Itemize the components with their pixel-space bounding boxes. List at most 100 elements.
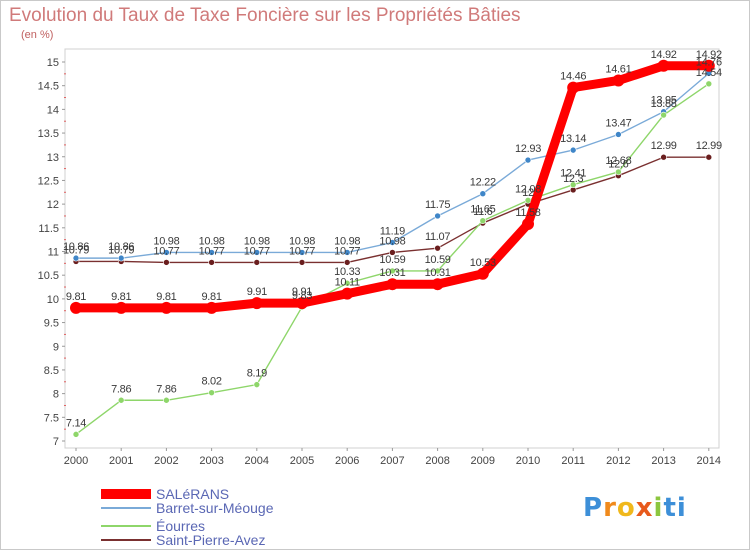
data-label: 10.53 xyxy=(470,257,496,269)
data-point xyxy=(160,301,173,314)
data-point xyxy=(341,287,354,300)
data-point xyxy=(615,168,622,176)
data-label: 13.14 xyxy=(560,133,586,145)
data-label: 10.86 xyxy=(63,241,89,253)
data-label: 13.88 xyxy=(651,98,677,110)
data-label: 9.83 xyxy=(292,290,312,302)
data-point xyxy=(343,249,351,256)
data-point xyxy=(253,381,261,388)
data-label: 11.65 xyxy=(470,204,495,216)
data-label: 12.3 xyxy=(563,173,583,185)
data-label: 12 xyxy=(522,187,534,199)
data-label: 8.02 xyxy=(201,376,221,388)
y-tick-label: 15 xyxy=(47,57,59,69)
x-tick-label: 2014 xyxy=(697,455,721,467)
data-point xyxy=(343,259,351,266)
data-label: 13.47 xyxy=(605,117,631,129)
y-tick-label: 7.5 xyxy=(44,412,59,424)
x-tick-label: 2013 xyxy=(651,455,675,467)
x-tick-label: 2002 xyxy=(154,455,178,467)
y-tick-label: 9 xyxy=(53,341,59,353)
x-tick-label: 2001 xyxy=(109,455,133,467)
data-label: 10.31 xyxy=(425,267,451,279)
data-label: 10.77 xyxy=(199,245,225,257)
data-label: 14.92 xyxy=(696,49,722,61)
data-point xyxy=(389,267,396,275)
x-tick-label: 2000 xyxy=(64,455,88,467)
data-point xyxy=(115,301,128,314)
legend-label-saint-pierre: Saint-Pierre-Avez xyxy=(156,532,266,548)
legend-label-eourres: Éourres xyxy=(156,518,206,534)
legend-swatch-barret xyxy=(101,507,151,509)
data-label: 11.58 xyxy=(515,207,540,219)
legend-swatch-salerans xyxy=(101,489,151,499)
data-point xyxy=(476,267,489,280)
data-label: 10.11 xyxy=(335,277,360,289)
data-label: 10.79 xyxy=(63,244,89,256)
y-axis-unit: (en %) xyxy=(21,29,54,41)
logo-letter: o xyxy=(616,493,636,523)
data-label: 7.86 xyxy=(111,383,131,395)
data-label: 9.81 xyxy=(201,291,221,303)
data-label: 10.98 xyxy=(199,235,225,247)
y-tick-label: 11.5 xyxy=(38,223,59,235)
chart-title: Evolution du Taux de Taxe Foncière sur l… xyxy=(9,5,521,26)
data-point xyxy=(660,153,667,161)
data-label: 10.77 xyxy=(153,245,179,257)
data-label: 9.91 xyxy=(247,286,267,298)
data-point xyxy=(72,431,80,438)
data-point xyxy=(569,181,577,189)
data-point xyxy=(117,254,125,262)
data-label: 12.41 xyxy=(560,168,586,180)
data-point xyxy=(479,190,487,198)
x-tick-label: 2006 xyxy=(335,455,359,467)
data-label: 9.81 xyxy=(66,291,86,303)
y-tick-label: 12.5 xyxy=(38,175,59,187)
data-point xyxy=(524,156,532,164)
data-point xyxy=(615,131,622,138)
y-tick-label: 14 xyxy=(47,104,59,116)
data-point xyxy=(250,297,263,310)
data-label: 10.86 xyxy=(108,241,134,253)
data-label: 10.77 xyxy=(289,245,315,257)
y-tick-label: 11 xyxy=(48,247,59,259)
data-label: 10.98 xyxy=(334,235,360,247)
data-label: 10.59 xyxy=(425,254,451,266)
data-label: 10.98 xyxy=(153,235,179,247)
y-tick-label: 13 xyxy=(47,152,59,164)
y-tick-label: 14.5 xyxy=(38,81,59,93)
data-label: 12.6 xyxy=(608,159,628,171)
data-label: 14.61 xyxy=(605,63,631,75)
data-label: 12.99 xyxy=(696,140,722,152)
data-point xyxy=(117,396,125,404)
data-point xyxy=(208,259,215,266)
data-point xyxy=(70,301,82,314)
data-point xyxy=(389,249,396,256)
data-point xyxy=(522,218,534,231)
logo-letter: i xyxy=(653,493,664,523)
data-label: 12.99 xyxy=(651,140,677,152)
logo-letter: x xyxy=(635,493,654,523)
data-point xyxy=(296,297,308,310)
x-tick-label: 2004 xyxy=(245,455,269,467)
x-tick-label: 2007 xyxy=(380,455,404,467)
data-label: 8.19 xyxy=(247,368,267,380)
y-tick-label: 9.5 xyxy=(44,318,59,330)
data-point xyxy=(298,249,306,256)
proxiti-logo: Proxiti xyxy=(583,493,687,523)
data-point xyxy=(657,59,670,72)
data-point xyxy=(389,239,396,246)
data-point xyxy=(163,259,170,266)
data-label: 10.79 xyxy=(108,244,134,256)
data-label: 9.91 xyxy=(292,286,312,298)
data-point xyxy=(705,80,713,88)
data-label: 11.6 xyxy=(473,206,493,218)
logo-letter: r xyxy=(603,493,617,523)
legend-swatch-eourres xyxy=(101,525,151,527)
data-point xyxy=(208,249,215,256)
data-label: 10.98 xyxy=(244,235,270,247)
data-point xyxy=(434,244,441,252)
data-point xyxy=(253,249,261,256)
y-tick-label: 10.5 xyxy=(38,270,59,282)
